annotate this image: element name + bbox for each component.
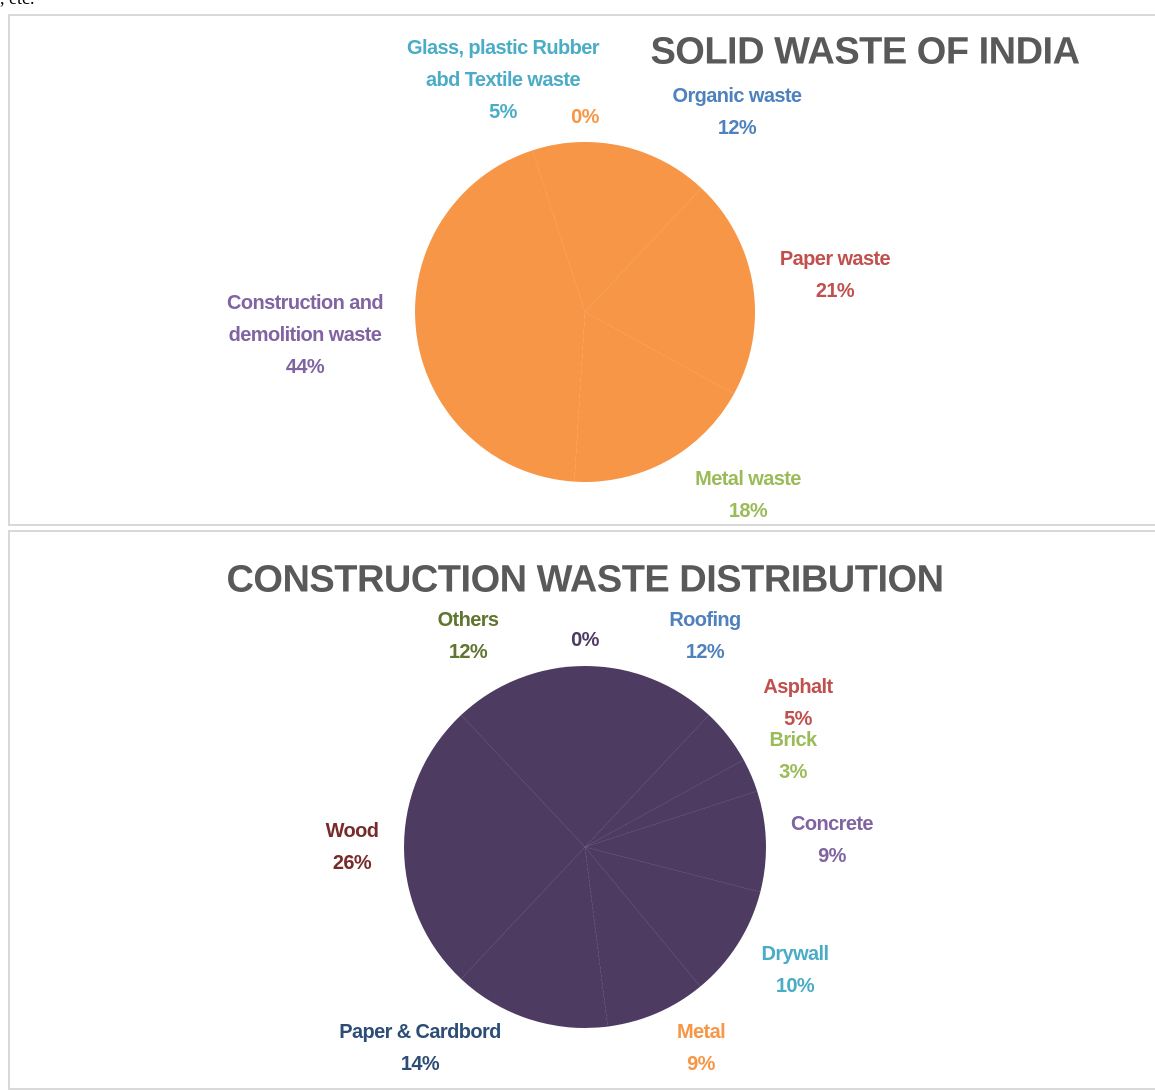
category-label: Brick (769, 729, 817, 751)
category-label: Metal (676, 1021, 726, 1043)
value-label: 5% (489, 101, 517, 123)
value-label: 44% (285, 356, 325, 378)
data-label: Brick 3% (733, 724, 853, 788)
value-label: 21% (815, 280, 855, 302)
category-label: Wood (325, 820, 379, 842)
value-label: 14% (400, 1053, 440, 1075)
data-label: Glass, plastic Rubber abd Textile waste 5… (388, 32, 618, 128)
chart-frame (8, 14, 1155, 526)
value-label: 12% (717, 117, 757, 139)
category-label: Others (437, 609, 499, 631)
category-label: Construction and demolition waste (227, 292, 384, 346)
pie-slice (532, 142, 585, 312)
category-label: Paper & Cardbord (339, 1021, 501, 1043)
category-label: Asphalt (763, 676, 833, 698)
pie-slice (585, 847, 701, 1027)
pie-slice (461, 666, 585, 847)
category-label: Roofing (669, 609, 741, 631)
data-label: 0% (555, 624, 615, 656)
value-label: 5% (784, 708, 812, 730)
pie-slice (461, 847, 608, 1028)
category-label: Glass, plastic Rubber abd Textile waste (407, 37, 600, 91)
data-label: Roofing 12% (645, 604, 765, 668)
category-label: Drywall (761, 943, 830, 965)
category-label: Concrete (791, 813, 873, 835)
data-label: Wood 26% (292, 815, 412, 879)
data-label: Paper waste 21% (755, 243, 915, 307)
category-label: Organic waste (672, 85, 803, 107)
value-label: 10% (775, 975, 815, 997)
pie-slice (585, 188, 755, 394)
data-label: Organic waste 12% (637, 80, 837, 144)
data-label: Drywall 10% (735, 938, 855, 1002)
pie-slice (404, 715, 585, 979)
data-label: Others 12% (408, 604, 528, 668)
chart-title: CONSTRUCTION WASTE DISTRIBUTION (226, 558, 944, 601)
value-label: 12% (685, 641, 725, 663)
data-label: Construction and demolition waste 44% (200, 287, 410, 383)
value-label: 0% (571, 629, 599, 651)
chart-title: SOLID WASTE OF INDIA (650, 30, 1080, 73)
pie-slice (585, 759, 758, 847)
data-label: 0% (555, 101, 615, 133)
data-label: Metal 9% (641, 1016, 761, 1080)
value-label: 9% (818, 845, 846, 867)
pie-slice (574, 312, 734, 483)
data-label: Metal waste 18% (668, 463, 828, 527)
pie-slice (585, 791, 766, 893)
value-label: 12% (448, 641, 488, 663)
value-label: 9% (687, 1053, 715, 1075)
data-label: Asphalt 5% (738, 671, 858, 735)
text-fragment: , etc. (0, 0, 34, 9)
pie-slice (585, 666, 709, 847)
value-label: 18% (728, 500, 768, 522)
pie-slice (585, 142, 702, 312)
pie-slice (414, 150, 585, 482)
value-label: 3% (779, 761, 807, 783)
data-label: Concrete 9% (767, 808, 897, 872)
value-label: 26% (332, 852, 372, 874)
category-label: Paper waste (779, 248, 891, 270)
value-label: 0% (571, 106, 599, 128)
pie-slice (585, 847, 761, 987)
category-label: Metal waste (695, 468, 801, 490)
pie-slice (585, 715, 744, 847)
data-label: Paper & Cardbord 14% (310, 1016, 530, 1080)
